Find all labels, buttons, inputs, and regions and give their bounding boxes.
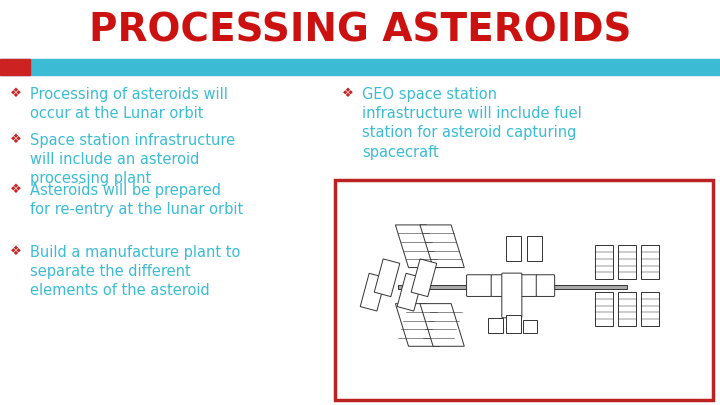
Bar: [595, 292, 613, 326]
Text: Space station infrastructure
will include an asteroid
processing plant: Space station infrastructure will includ…: [30, 133, 235, 186]
Text: GEO space station
infrastructure will include fuel
station for asteroid capturin: GEO space station infrastructure will in…: [362, 87, 582, 160]
Text: ❖: ❖: [10, 133, 22, 146]
Polygon shape: [397, 273, 423, 311]
Bar: [0, 59, 30, 75]
Polygon shape: [374, 259, 400, 296]
Bar: [641, 292, 659, 326]
Bar: [506, 237, 521, 261]
Text: PROCESSING ASTEROIDS: PROCESSING ASTEROIDS: [89, 11, 631, 49]
Bar: [488, 318, 503, 333]
Text: ❖: ❖: [10, 183, 22, 196]
Polygon shape: [411, 259, 437, 296]
Bar: [0, 59, 720, 75]
Polygon shape: [420, 304, 464, 346]
Polygon shape: [420, 225, 464, 268]
Polygon shape: [395, 225, 440, 268]
Bar: [618, 245, 636, 279]
Text: Build a manufacture plant to
separate the different
elements of the asteroid: Build a manufacture plant to separate th…: [30, 245, 240, 298]
Polygon shape: [360, 273, 386, 311]
Text: Processing of asteroids will
occur at the Lunar orbit: Processing of asteroids will occur at th…: [30, 87, 228, 121]
Bar: [335, 180, 713, 400]
Text: ❖: ❖: [342, 87, 354, 100]
Bar: [523, 320, 537, 333]
FancyBboxPatch shape: [536, 275, 554, 296]
Text: ❖: ❖: [10, 245, 22, 258]
Polygon shape: [395, 304, 440, 346]
Text: Asteroids will be prepared
for re-entry at the lunar orbit: Asteroids will be prepared for re-entry …: [30, 183, 243, 217]
FancyBboxPatch shape: [516, 275, 537, 296]
FancyBboxPatch shape: [502, 273, 522, 318]
Bar: [618, 292, 636, 326]
Text: ❖: ❖: [10, 87, 22, 100]
FancyBboxPatch shape: [467, 275, 492, 296]
Bar: [641, 245, 659, 279]
Bar: [528, 237, 542, 261]
Bar: [595, 245, 613, 279]
FancyBboxPatch shape: [491, 275, 516, 296]
Bar: [506, 315, 521, 333]
Bar: [398, 285, 627, 289]
